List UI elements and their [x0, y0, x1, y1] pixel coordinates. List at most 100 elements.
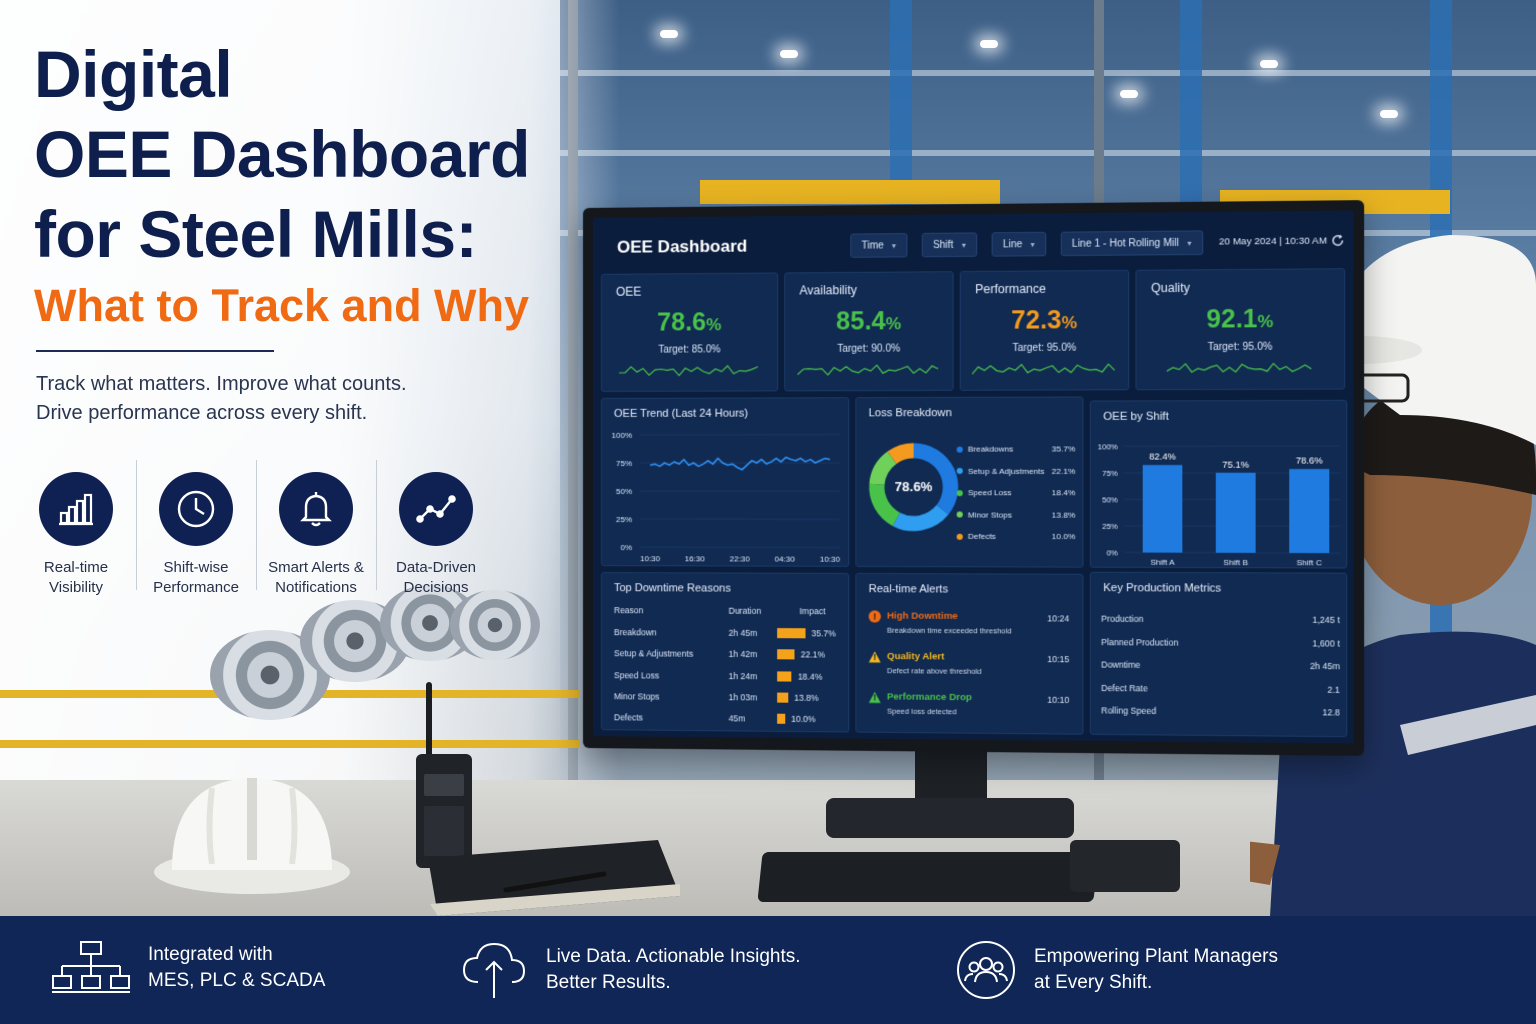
line-select[interactable]: Line 1 - Hot Rolling Mill ▾	[1061, 230, 1203, 256]
svg-text:!: !	[873, 693, 876, 703]
keyboard	[757, 852, 1098, 902]
filter-bar: Time ▾ Shift ▾ Line ▾ Line 1 - Hot Rolling …	[850, 230, 1203, 257]
footer-live-data-line-1: Live Data. Actionable Insights.	[546, 944, 801, 970]
downtime-title: Top Downtime Reasons	[614, 582, 731, 595]
loss-breakdown-panel: Loss Breakdown 78.6% Breakdowns 35.7% Setu…	[855, 397, 1083, 568]
kpi-card-quality: Quality 92.1% Target: 95.0%	[1135, 268, 1345, 390]
alert-description: Speed loss detected	[887, 707, 1045, 717]
header-impact: Impact	[799, 606, 825, 616]
downtime-impact: 22.1%	[801, 650, 825, 660]
oee-by-shift-panel: OEE by Shift 100% 75% 50% 25% 0% 82.4% Shift A…	[1090, 400, 1347, 569]
svg-text:!: !	[873, 612, 876, 622]
divider	[36, 350, 274, 352]
legend-dot	[957, 511, 963, 517]
clock-icon	[159, 472, 233, 546]
downtime-row: Speed Loss 1h 24m 18.4%	[614, 670, 842, 682]
downtime-duration: 1h 42m	[729, 649, 778, 659]
cloud-upload-icon	[460, 940, 528, 1000]
feature-data-driven-decisions: Data-Driven Decisions	[376, 460, 496, 590]
kpi-sparkline	[972, 361, 1119, 378]
downtime-reason: Defects	[614, 712, 729, 723]
line-select-value: Line 1 - Hot Rolling Mill	[1072, 237, 1179, 249]
metric-value: 12.8	[1322, 707, 1339, 717]
loss-legend-item: Breakdowns 35.7%	[957, 444, 1076, 453]
loss-legend-item: Defects 10.0%	[957, 532, 1076, 541]
alert-title: Quality Alert	[887, 651, 1045, 663]
kpi-target: Target: 95.0%	[1136, 341, 1344, 353]
y-tick-label: 50%	[616, 487, 632, 496]
alert-item[interactable]: ! Performance Drop Speed loss detected	[869, 691, 1046, 717]
shift-bar-2	[1289, 469, 1329, 553]
shift-filter[interactable]: Shift ▾	[922, 232, 977, 257]
oee-trend-chart: 100% 75% 50% 25% 0% 10:30 16:30 22:30 04:30 10:30	[602, 398, 850, 568]
downtime-impact: 35.7%	[811, 628, 836, 638]
legend-value: 35.7%	[1052, 444, 1075, 453]
chevron-down-icon: ▾	[1187, 238, 1191, 247]
y-tick-label: 0%	[620, 543, 632, 552]
y-tick-label: 75%	[1102, 469, 1118, 478]
headline: Digital OEE Dashboard for Steel Mills: W…	[34, 34, 594, 336]
donut-center-value: 78.6%	[863, 479, 965, 494]
legend-dot	[957, 533, 963, 539]
legend-label: Breakdowns	[968, 444, 1013, 453]
alert-title: Performance Drop	[887, 691, 1045, 703]
headline-line-1: Digital	[34, 34, 594, 114]
x-tick-label: 16:30	[685, 554, 706, 563]
downtime-impact-bar	[777, 650, 794, 660]
time-filter[interactable]: Time ▾	[850, 233, 907, 258]
alert-description: Breakdown time exceeded threshold	[887, 626, 1045, 636]
shift-filter-label: Shift	[933, 239, 954, 250]
kpi-sparkline	[1167, 360, 1316, 377]
warning-triangle-icon: !	[869, 651, 881, 663]
legend-label: Speed Loss	[968, 488, 1012, 497]
kpi-card-performance: Performance 72.3% Target: 95.0%	[960, 270, 1129, 391]
alerts-panel: Real-time Alerts ! High Downtime Breakdown…	[855, 573, 1083, 735]
kpi-target: Target: 95.0%	[961, 342, 1128, 354]
footer-live-data: Live Data. Actionable Insights. Better R…	[460, 940, 801, 1000]
downtime-reason: Speed Loss	[614, 670, 729, 681]
metric-label: Planned Production	[1101, 637, 1178, 648]
trend-line-icon	[399, 472, 473, 546]
metric-row: Rolling Speed 12.8	[1101, 705, 1340, 717]
time-filter-label: Time	[861, 240, 883, 251]
kpi-number: 85.4	[836, 307, 886, 336]
svg-text:!: !	[873, 652, 876, 662]
kpi-value: 72.3%	[961, 306, 1128, 336]
line-filter[interactable]: Line ▾	[992, 232, 1047, 257]
metric-label: Defect Rate	[1101, 682, 1148, 693]
footer-integration: Integrated with MES, PLC & SCADA	[52, 940, 325, 996]
oee-trend-line	[650, 457, 830, 469]
kpi-number: 78.6	[657, 308, 706, 336]
alert-item[interactable]: ! Quality Alert Defect rate above threshol…	[869, 651, 1046, 677]
alert-description: Defect rate above threshold	[887, 666, 1045, 676]
footer-empowering-line-1: Empowering Plant Managers	[1034, 944, 1278, 970]
feature-label-line-1: Shift-wise	[136, 558, 256, 578]
kpi-value: 85.4%	[785, 307, 952, 337]
metric-row: Planned Production 1,600 t	[1101, 637, 1340, 649]
y-tick-label: 50%	[1102, 495, 1118, 504]
downtime-duration: 1h 03m	[729, 692, 778, 702]
y-tick-label: 100%	[612, 431, 632, 440]
shift-bar-value: 75.1%	[1222, 459, 1249, 469]
line-filter-label: Line	[1003, 239, 1022, 250]
alert-title: High Downtime	[887, 610, 1045, 622]
bar-chart-icon	[39, 472, 113, 546]
headline-line-3: for Steel Mills:	[34, 194, 594, 274]
footer-integration-line-1: Integrated with	[148, 942, 325, 968]
hard-hat-icon	[152, 760, 352, 900]
metric-label: Production	[1101, 614, 1143, 624]
refresh-icon[interactable]	[1330, 233, 1345, 248]
tagline-line-1: Track what matters. Improve what counts.	[36, 370, 407, 399]
feature-label-line-2: Notifications	[256, 578, 376, 598]
alert-item[interactable]: ! High Downtime Breakdown time exceeded th…	[869, 610, 1046, 635]
legend-dot	[957, 468, 963, 474]
downtime-row: Minor Stops 1h 03m 13.8%	[614, 691, 842, 703]
production-metrics-title: Key Production Metrics	[1103, 582, 1221, 595]
network-icon	[52, 940, 130, 996]
footer-live-data-line-2: Better Results.	[546, 970, 801, 996]
kpi-unit: %	[1062, 313, 1078, 332]
donut-slice-4	[892, 451, 914, 458]
alert-circle-icon: !	[869, 610, 881, 622]
warning-triangle-icon: !	[869, 691, 881, 703]
metric-label: Downtime	[1101, 659, 1140, 669]
